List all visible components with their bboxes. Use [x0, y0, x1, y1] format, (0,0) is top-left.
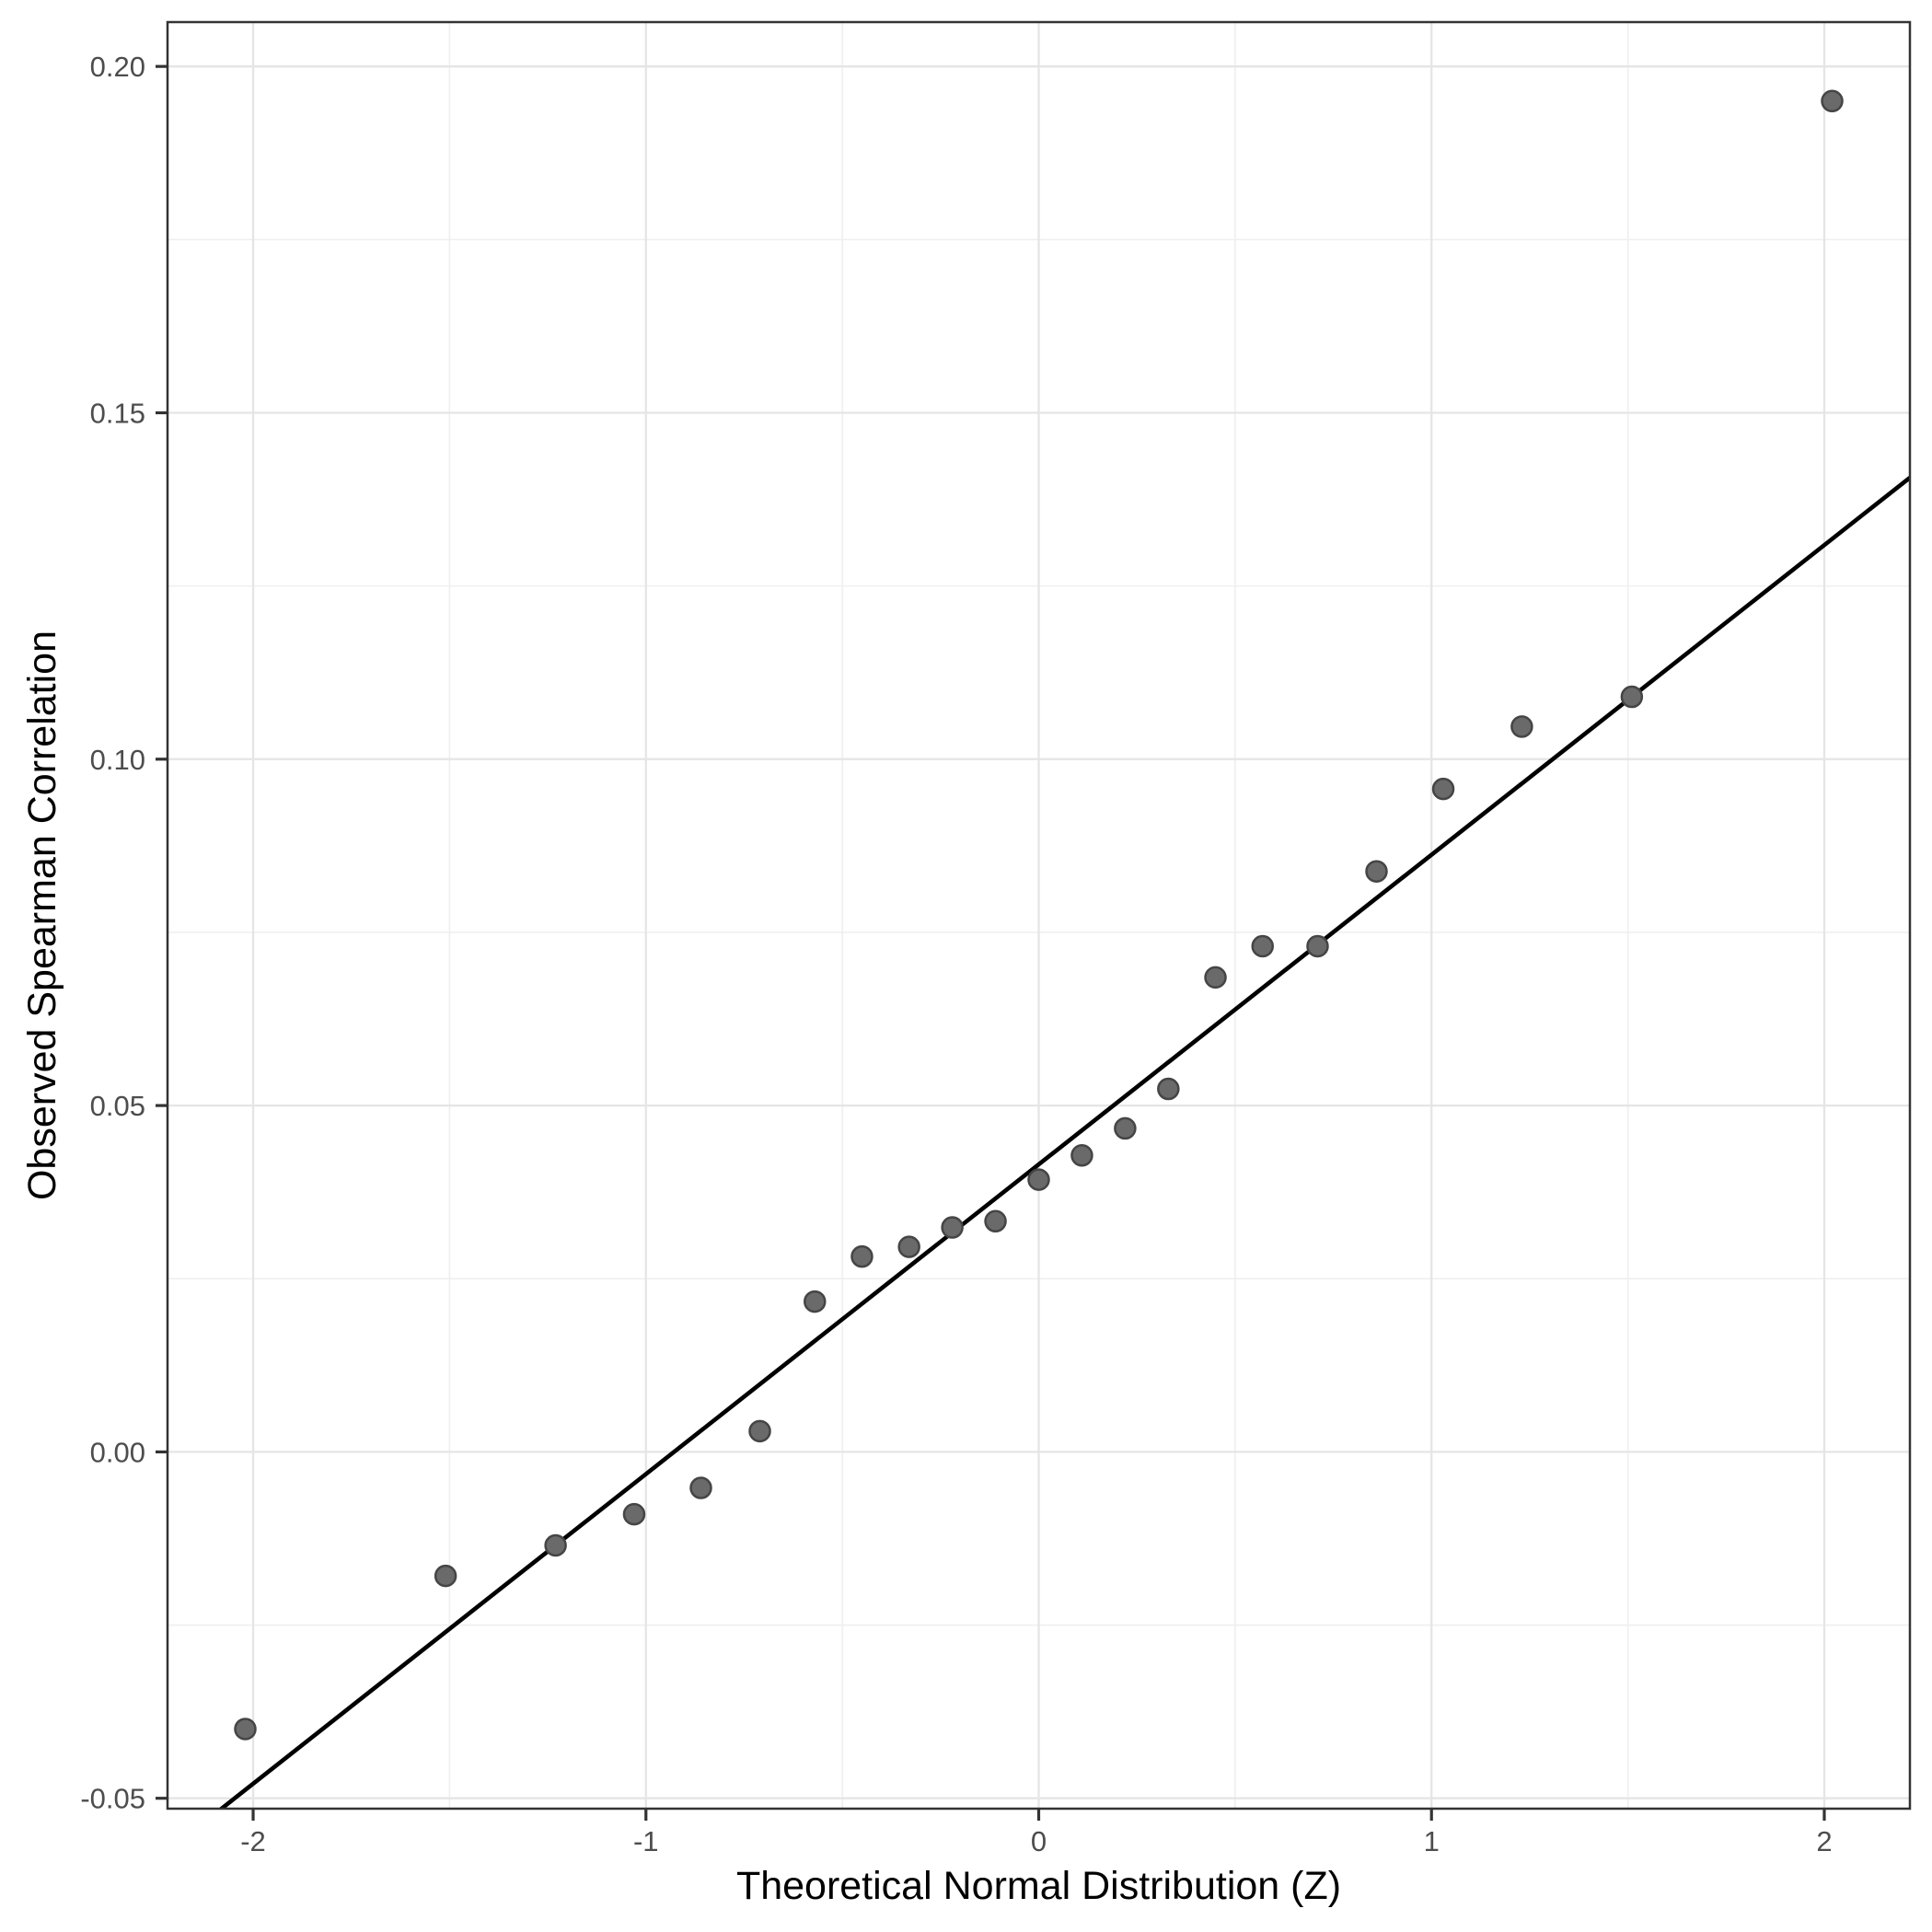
reference-line-group — [217, 476, 1910, 1809]
x-tick-label: 0 — [1031, 1825, 1047, 1857]
x-axis-title: Theoretical Normal Distribution (Z) — [736, 1864, 1341, 1908]
data-points-group — [234, 89, 1844, 1741]
x-tick-label: -1 — [633, 1825, 659, 1857]
data-point — [748, 1419, 771, 1443]
data-point — [544, 1533, 567, 1557]
y-axis-title: Observed Spearman Correlation — [20, 631, 64, 1200]
data-point — [1620, 685, 1644, 709]
data-point — [804, 1290, 827, 1313]
x-tick-label: 2 — [1816, 1825, 1832, 1857]
data-point — [234, 1718, 257, 1741]
y-tick-label: 0.15 — [90, 397, 145, 429]
y-tick-label: 0.05 — [90, 1090, 145, 1122]
data-point — [1070, 1144, 1093, 1167]
y-tick-label: 0.20 — [90, 51, 145, 83]
y-tick-label: 0.00 — [90, 1436, 145, 1468]
data-point — [1157, 1077, 1180, 1101]
data-point — [1204, 966, 1227, 989]
x-tick-label: 1 — [1424, 1825, 1440, 1857]
data-point — [1821, 89, 1844, 113]
y-tick-labels: -0.05 0.00 0.05 0.10 0.15 0.20 — [80, 51, 145, 1815]
reference-line — [217, 476, 1910, 1809]
data-point — [622, 1502, 646, 1526]
data-point — [434, 1564, 457, 1588]
gridlines-major — [168, 22, 1910, 1809]
x-tick-labels: -2 -1 0 1 2 — [240, 1825, 1832, 1857]
data-point — [850, 1244, 873, 1268]
data-point — [1431, 777, 1455, 801]
data-point — [1251, 934, 1274, 958]
data-point — [1510, 715, 1533, 738]
data-point — [1306, 934, 1329, 958]
data-point — [984, 1209, 1007, 1233]
y-tick-label: -0.05 — [80, 1783, 145, 1815]
data-point — [689, 1476, 712, 1499]
data-point — [1114, 1116, 1137, 1140]
y-tick-label: 0.10 — [90, 744, 145, 776]
data-point — [1365, 860, 1388, 883]
data-point — [897, 1235, 920, 1258]
data-point — [941, 1216, 964, 1239]
axis-ticks — [156, 64, 1826, 1821]
data-point — [1027, 1168, 1050, 1191]
x-tick-label: -2 — [240, 1825, 266, 1857]
